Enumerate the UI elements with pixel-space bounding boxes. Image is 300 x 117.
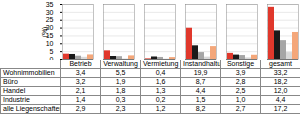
html-text:3,9: 3,9 (235, 69, 246, 76)
html-text:0,4: 0,4 (155, 69, 166, 76)
html-text:3,4: 3,4 (75, 69, 86, 76)
html-text:8,7: 8,7 (195, 78, 206, 85)
html-text:3,2: 3,2 (75, 78, 86, 85)
html-text:Betrieb: Betrieb (69, 60, 92, 67)
html-text:Vermietung: Vermietung (143, 60, 179, 67)
html-text:Büro: Büro (3, 78, 18, 85)
svg-text:30: 30 (46, 9, 54, 16)
html-text:5,5: 5,5 (115, 69, 126, 76)
svg-text:20: 20 (45, 24, 54, 32)
svg-text:0: 0 (50, 56, 54, 60)
svg-text:35: 35 (46, 1, 54, 8)
html-text:2,9: 2,9 (75, 105, 86, 112)
html-text:gesamt: gesamt (269, 60, 292, 67)
svg-text:15: 15 (45, 32, 54, 40)
html-text:12,0: 12,0 (273, 87, 288, 94)
html-text:Wohnimmobilien: Wohnimmobilien (3, 69, 55, 76)
html-text:2,1: 2,1 (75, 87, 86, 94)
html-text:1,9: 1,9 (115, 78, 126, 85)
html-text:1,3: 1,3 (155, 87, 166, 94)
html-text:1,2: 1,2 (155, 105, 166, 112)
html-text:2,5: 2,5 (235, 87, 246, 94)
html-text:4,4: 4,4 (195, 87, 206, 94)
html-text:0,2: 0,2 (155, 96, 166, 103)
html-text:Verwaltung: Verwaltung (103, 60, 138, 67)
svg-text:(%): (%) (41, 27, 49, 38)
html-text:Industrie: Industrie (3, 96, 30, 103)
html-text:1,6: 1,6 (155, 78, 166, 85)
svg-text:10: 10 (46, 40, 54, 47)
html-text:Handel: Handel (3, 87, 26, 94)
html-text:2,3: 2,3 (115, 105, 126, 112)
html-text:19,9: 19,9 (193, 69, 208, 76)
html-text:17,2: 17,2 (273, 105, 288, 112)
html-text:18,2: 18,2 (273, 78, 288, 85)
html-text:1,0: 1,0 (235, 96, 246, 103)
html-text:33,2: 33,2 (273, 69, 288, 76)
html-text:8,2: 8,2 (195, 105, 206, 112)
html-text:4,4: 4,4 (275, 96, 286, 103)
html-text:1,8: 1,8 (115, 87, 126, 94)
svg-text:25: 25 (46, 16, 54, 23)
html-text:Sonstige: Sonstige (226, 60, 255, 67)
html-text:1,4: 1,4 (75, 96, 86, 103)
html-text:0,3: 0,3 (115, 96, 126, 103)
html-text:1,5: 1,5 (195, 96, 206, 103)
svg-text:5: 5 (50, 48, 54, 55)
html-text:2,7: 2,7 (235, 105, 246, 112)
html-text:2,8: 2,8 (235, 78, 246, 85)
